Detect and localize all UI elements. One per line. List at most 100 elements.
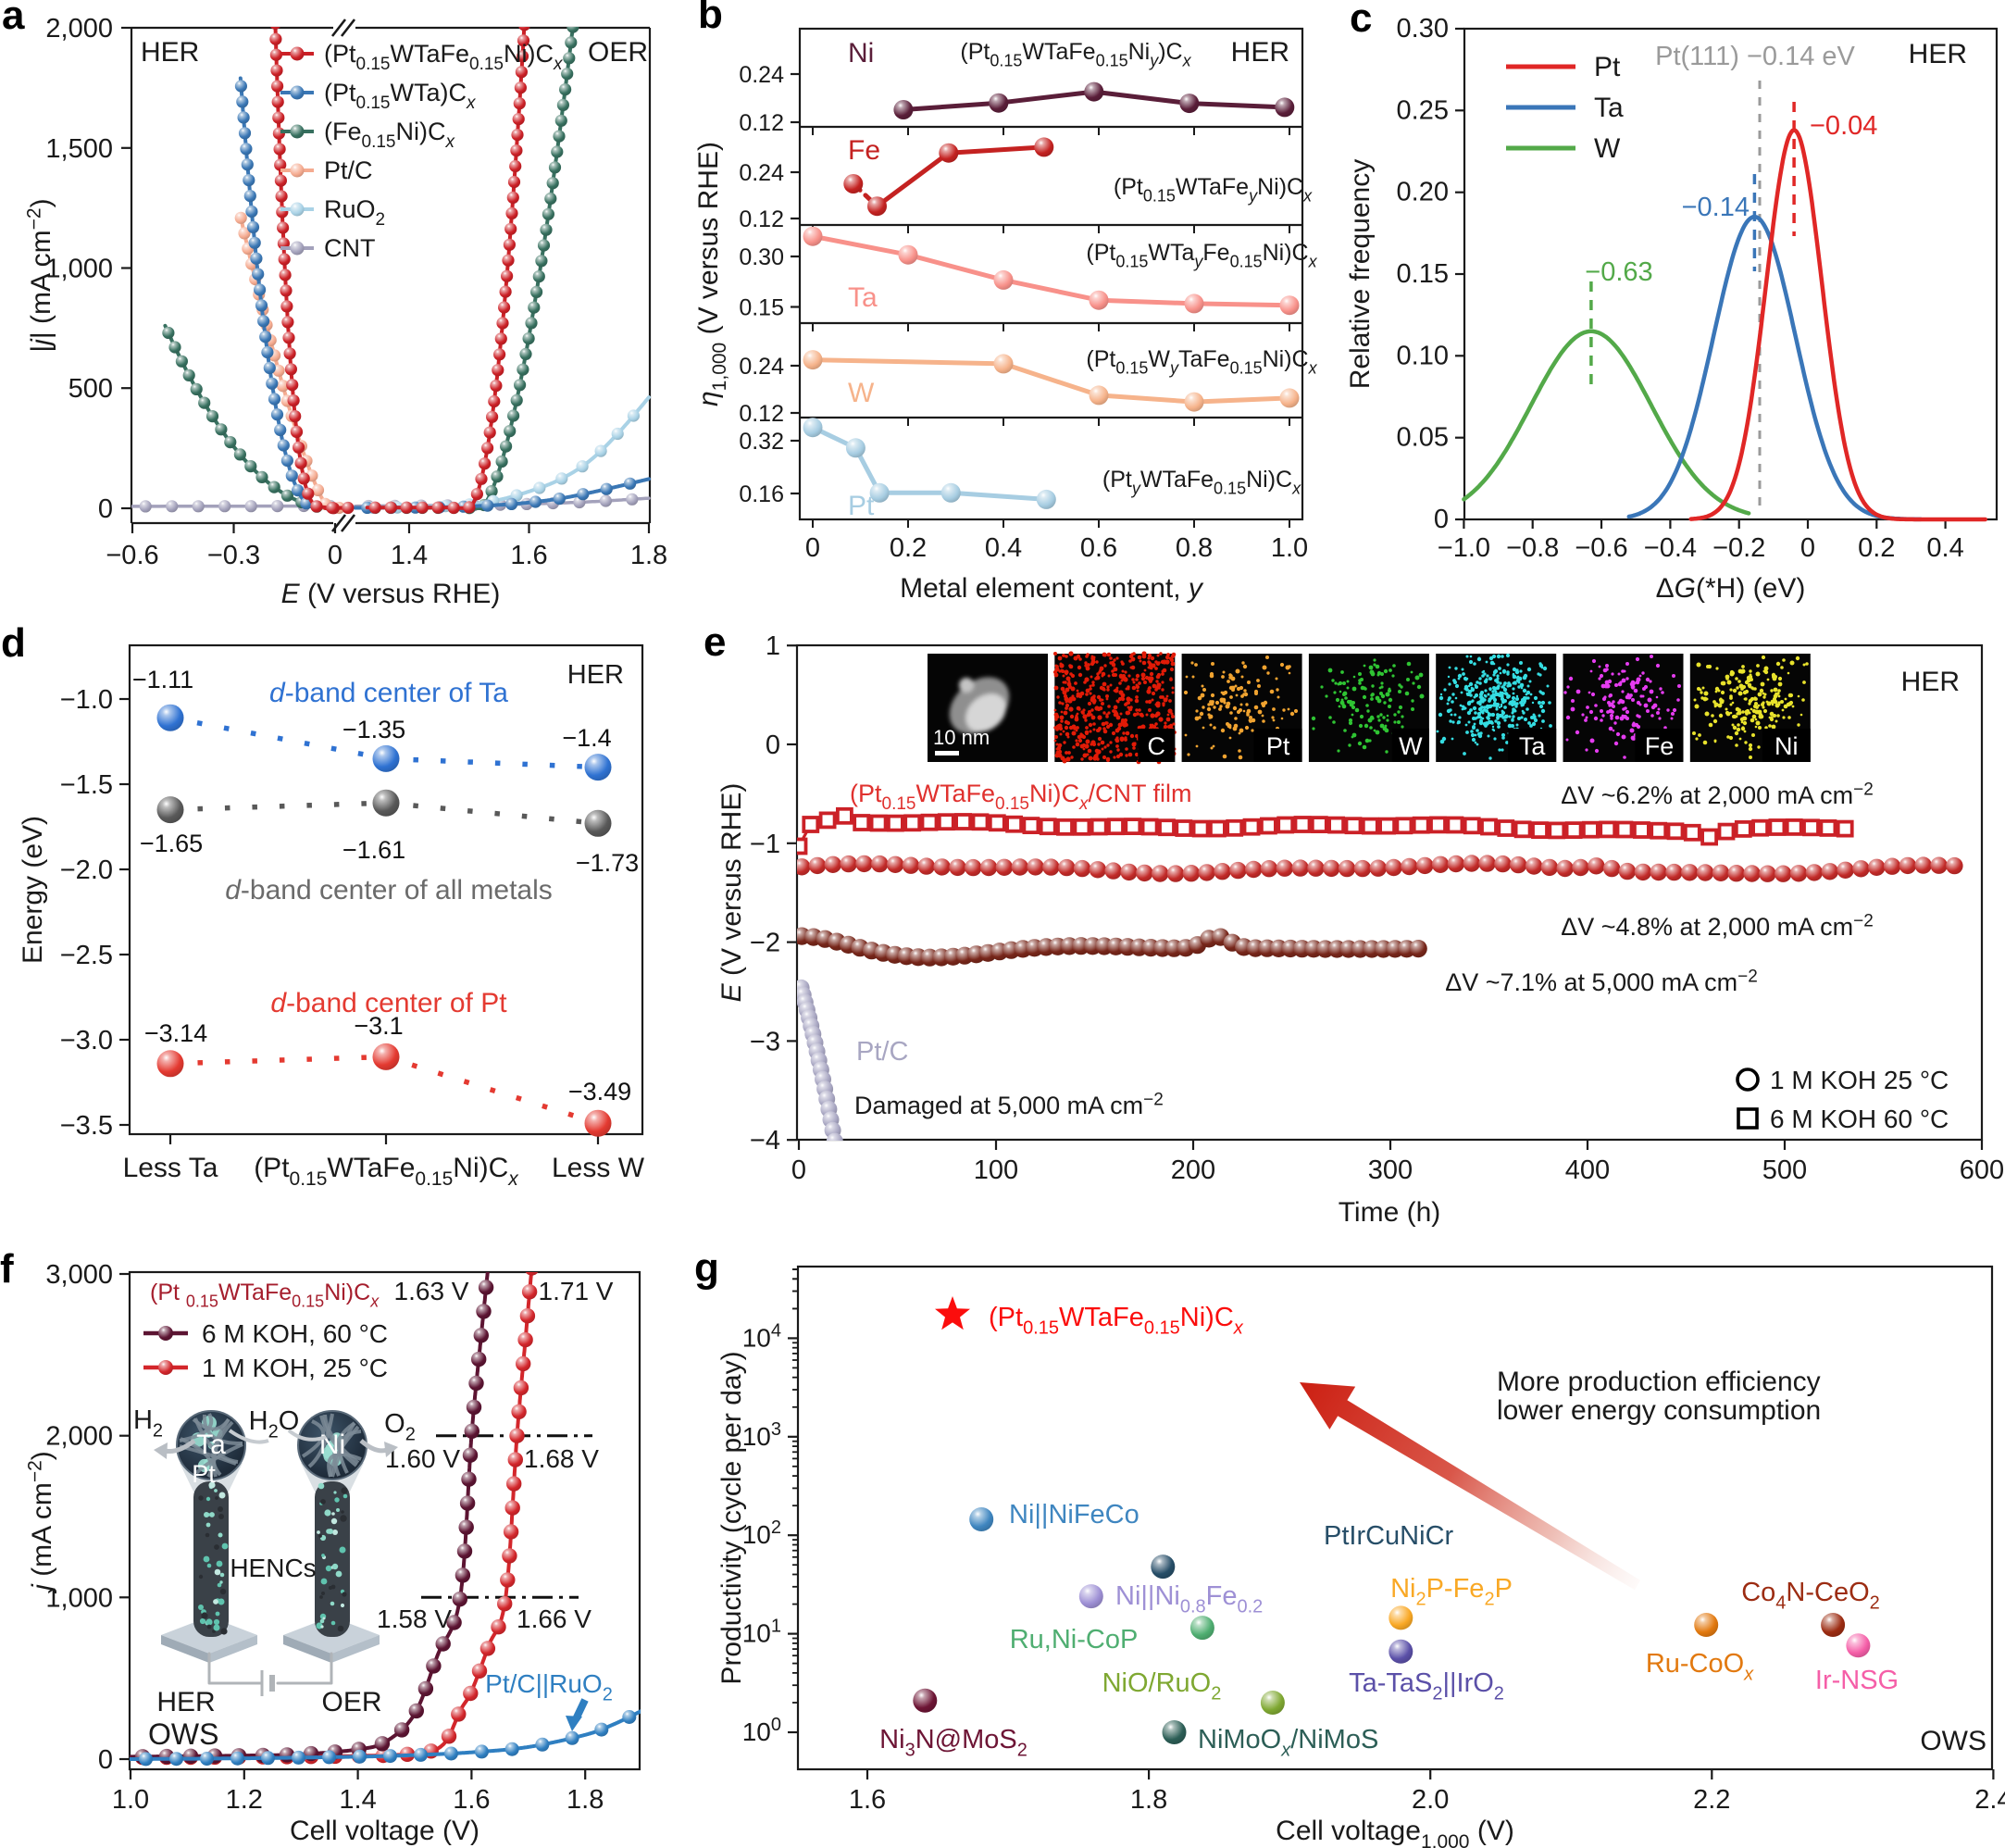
svg-text:1.6: 1.6 bbox=[510, 541, 547, 570]
svg-text:(Pt0.15WTaFe0.15Ni)Cx: (Pt0.15WTaFe0.15Ni)Cx bbox=[254, 1153, 519, 1190]
svg-text:−1.4: −1.4 bbox=[562, 724, 611, 752]
svg-text:0.12: 0.12 bbox=[739, 206, 784, 232]
svg-text:HER: HER bbox=[156, 1687, 215, 1717]
svg-text:0.2: 0.2 bbox=[1858, 533, 1895, 563]
svg-text:NiO/RuO2: NiO/RuO2 bbox=[1102, 1668, 1222, 1704]
svg-text:(Fe0.15Ni)Cx: (Fe0.15Ni)Cx bbox=[324, 118, 455, 152]
svg-text:0.4: 0.4 bbox=[1926, 533, 1963, 563]
svg-text:1,000: 1,000 bbox=[45, 255, 113, 284]
svg-text:0.24: 0.24 bbox=[739, 354, 784, 380]
svg-text:Ni3N@MoS2: Ni3N@MoS2 bbox=[879, 1725, 1027, 1761]
svg-text:1.2: 1.2 bbox=[226, 1785, 263, 1815]
svg-text:−1.0: −1.0 bbox=[60, 685, 113, 715]
svg-text:Metal element content, y: Metal element content, y bbox=[900, 573, 1204, 604]
svg-text:1.4: 1.4 bbox=[339, 1785, 376, 1815]
svg-text:−3.14: −3.14 bbox=[144, 1019, 207, 1047]
svg-text:(Pt0.15WTaFe0.15Niy)Cx: (Pt0.15WTaFe0.15Niy)Cx bbox=[960, 39, 1191, 70]
svg-text:HER: HER bbox=[1909, 39, 1967, 69]
svg-text:HER: HER bbox=[1901, 667, 1960, 697]
svg-text:OER: OER bbox=[321, 1687, 381, 1717]
svg-text:OWS: OWS bbox=[148, 1717, 218, 1751]
svg-text:c: c bbox=[1350, 0, 1372, 41]
svg-text:b: b bbox=[698, 0, 723, 37]
svg-text:−1.61: −1.61 bbox=[342, 836, 405, 864]
svg-text:6 M KOH, 60 °C: 6 M KOH, 60 °C bbox=[202, 1319, 388, 1348]
svg-text:e: e bbox=[704, 619, 726, 665]
svg-text:j (mA cm−2): j (mA cm−2) bbox=[25, 1451, 57, 1594]
svg-text:0.10: 0.10 bbox=[1397, 341, 1449, 370]
svg-text:−0.8: −0.8 bbox=[1506, 533, 1559, 563]
svg-text:Ni: Ni bbox=[319, 1430, 345, 1460]
svg-text:500: 500 bbox=[68, 374, 113, 404]
svg-text:−0.2: −0.2 bbox=[1712, 533, 1765, 563]
svg-text:0: 0 bbox=[328, 541, 342, 570]
svg-text:0.15: 0.15 bbox=[739, 295, 784, 321]
svg-text:Ru,Ni-CoP: Ru,Ni-CoP bbox=[1010, 1625, 1139, 1654]
svg-text:2.0: 2.0 bbox=[1412, 1785, 1449, 1815]
svg-text:Ir-NSG: Ir-NSG bbox=[1815, 1666, 1899, 1695]
svg-text:RuO2: RuO2 bbox=[324, 195, 385, 230]
svg-text:(Pt 0.15WTaFe0.15Ni)Cx: (Pt 0.15WTaFe0.15Ni)Cx bbox=[150, 1280, 380, 1311]
svg-text:1,000: 1,000 bbox=[45, 1583, 113, 1613]
svg-text:Ni||Ni0.8Fe0.2: Ni||Ni0.8Fe0.2 bbox=[1115, 1581, 1263, 1617]
svg-text:W: W bbox=[1594, 133, 1621, 164]
svg-text:Ta-TaS2||IrO2: Ta-TaS2||IrO2 bbox=[1349, 1668, 1504, 1704]
svg-text:ΔV ~4.8% at 2,000 mA cm−2: ΔV ~4.8% at 2,000 mA cm−2 bbox=[1561, 912, 1874, 941]
svg-text:−3.5: −3.5 bbox=[60, 1111, 113, 1141]
svg-text:1.71 V: 1.71 V bbox=[539, 1277, 614, 1305]
svg-text:2,000: 2,000 bbox=[45, 14, 113, 44]
svg-text:0.24: 0.24 bbox=[739, 160, 784, 186]
svg-text:3,000: 3,000 bbox=[45, 1260, 113, 1290]
svg-text:0.6: 0.6 bbox=[1080, 533, 1117, 563]
svg-text:−0.63: −0.63 bbox=[1585, 257, 1652, 287]
svg-text:200: 200 bbox=[1171, 1155, 1215, 1185]
svg-text:0.20: 0.20 bbox=[1397, 178, 1449, 207]
svg-text:0.25: 0.25 bbox=[1397, 95, 1449, 125]
svg-text:Ta: Ta bbox=[848, 282, 878, 313]
svg-text:1.6: 1.6 bbox=[453, 1785, 490, 1815]
svg-text:−0.4: −0.4 bbox=[1644, 533, 1697, 563]
svg-text:Ni: Ni bbox=[848, 38, 874, 69]
svg-text:O2: O2 bbox=[384, 1409, 416, 1445]
svg-text:|j| (mA cm−2): |j| (mA cm−2) bbox=[24, 198, 56, 352]
svg-text:E (V versus RHE): E (V versus RHE) bbox=[716, 783, 747, 1003]
svg-text:−2.0: −2.0 bbox=[60, 855, 113, 885]
svg-text:Productivity (cycle per day): Productivity (cycle per day) bbox=[716, 1351, 747, 1684]
svg-text:−0.6: −0.6 bbox=[106, 541, 158, 570]
svg-text:a: a bbox=[2, 0, 25, 38]
svg-text:Energy (eV): Energy (eV) bbox=[18, 816, 48, 964]
svg-text:0.15: 0.15 bbox=[1397, 259, 1449, 289]
svg-text:0.32: 0.32 bbox=[739, 429, 784, 455]
svg-text:(Pt0.15WTaFe0.15Ni)Cx: (Pt0.15WTaFe0.15Ni)Cx bbox=[324, 40, 564, 74]
svg-text:300: 300 bbox=[1368, 1155, 1413, 1185]
svg-text:1.63 V: 1.63 V bbox=[394, 1277, 469, 1305]
svg-text:Ta: Ta bbox=[1594, 93, 1624, 123]
svg-text:C: C bbox=[1148, 732, 1166, 760]
svg-text:0.4: 0.4 bbox=[985, 533, 1022, 563]
svg-text:1.6: 1.6 bbox=[849, 1785, 886, 1815]
svg-text:6 M KOH 60 °C: 6 M KOH 60 °C bbox=[1770, 1105, 1949, 1133]
svg-text:−3: −3 bbox=[750, 1027, 780, 1056]
svg-text:0.30: 0.30 bbox=[1397, 14, 1449, 44]
svg-text:f: f bbox=[0, 1246, 14, 1292]
svg-text:−0.3: −0.3 bbox=[207, 541, 260, 570]
svg-text:1 M KOH, 25 °C: 1 M KOH, 25 °C bbox=[202, 1354, 388, 1382]
svg-text:ΔV ~7.1% at 5,000 mA cm−2: ΔV ~7.1% at 5,000 mA cm−2 bbox=[1445, 968, 1758, 996]
svg-text:OWS: OWS bbox=[1920, 1726, 1986, 1756]
svg-text:OER: OER bbox=[588, 37, 648, 68]
svg-text:Ta: Ta bbox=[196, 1430, 226, 1460]
svg-text:(Pt0.15WTaFeyNi)Cx: (Pt0.15WTaFeyNi)Cx bbox=[1114, 174, 1313, 206]
svg-text:−3.0: −3.0 bbox=[60, 1026, 113, 1055]
svg-text:1,500: 1,500 bbox=[45, 134, 113, 164]
svg-text:Pt(111) −0.14 eV: Pt(111) −0.14 eV bbox=[1655, 42, 1855, 71]
svg-text:−0.04: −0.04 bbox=[1810, 111, 1877, 141]
svg-text:Pt/C||RuO2: Pt/C||RuO2 bbox=[485, 1669, 613, 1704]
svg-text:0.8: 0.8 bbox=[1176, 533, 1213, 563]
svg-text:0.24: 0.24 bbox=[739, 62, 784, 88]
svg-text:More production efficiency: More production efficiency bbox=[1497, 1367, 1821, 1397]
svg-text:HENCs: HENCs bbox=[230, 1554, 316, 1582]
svg-text:1.8: 1.8 bbox=[630, 541, 667, 570]
svg-text:Fe: Fe bbox=[848, 135, 880, 166]
svg-text:−1.73: −1.73 bbox=[576, 849, 639, 877]
svg-text:W: W bbox=[848, 378, 875, 408]
